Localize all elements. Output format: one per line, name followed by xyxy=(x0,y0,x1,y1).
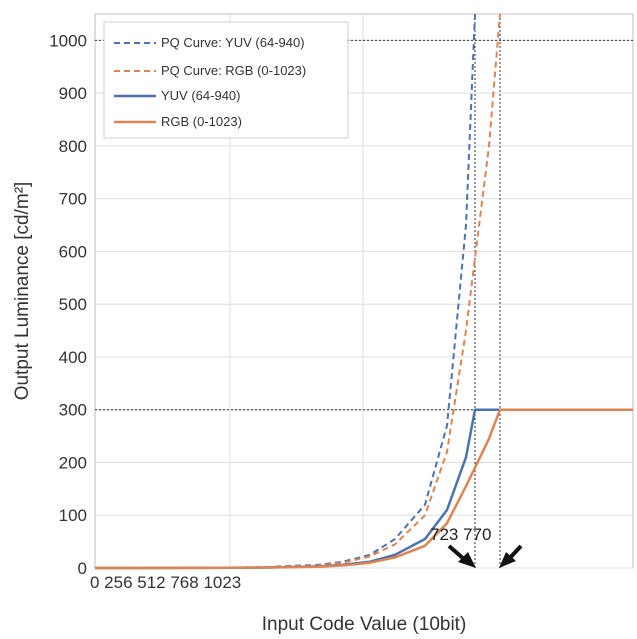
legend-box xyxy=(103,21,349,139)
y-tick-labels: 0 100 200 300 400 500 600 700 800 900 1000 xyxy=(49,31,87,578)
y-axis-title: Output Luminance [cd/m²] xyxy=(12,182,33,401)
legend-label-yuv: YUV (64-940) xyxy=(161,88,240,103)
arrow-head-left xyxy=(458,552,476,568)
series-line-rgb xyxy=(94,408,633,570)
arrow-head-right xyxy=(499,552,516,568)
y-tick-label: 300 xyxy=(59,401,87,420)
annotation-arrows xyxy=(447,544,523,568)
legend-label-rgb: RGB (0-1023) xyxy=(161,114,242,129)
series-line-pq-yuv xyxy=(94,13,476,569)
y-tick-label: 0 xyxy=(78,559,87,578)
y-tick-label: 200 xyxy=(59,453,87,472)
legend-label-pq-rgb: PQ Curve: RGB (0-1023) xyxy=(161,63,306,78)
y-tick-label: 600 xyxy=(59,242,87,261)
y-tick-label: 800 xyxy=(59,137,87,156)
x-axis-title: Input Code Value (10bit) xyxy=(262,614,467,635)
legend-label-pq-yuv: PQ Curve: YUV (64-940) xyxy=(161,35,305,50)
y-tick-label: 500 xyxy=(59,295,87,314)
annotation-label: 723 770 xyxy=(430,525,491,544)
x-tick-labels: 0 256 512 768 1023 xyxy=(90,573,241,592)
y-tick-label: 100 xyxy=(59,506,87,525)
series-lines xyxy=(94,13,633,570)
y-tick-label: 1000 xyxy=(49,31,87,50)
y-tick-label: 900 xyxy=(59,84,87,103)
y-tick-label: 400 xyxy=(59,348,87,367)
legend: PQ Curve: YUV (64-940) PQ Curve: RGB (0-… xyxy=(103,21,349,139)
y-tick-label: 700 xyxy=(59,190,87,209)
